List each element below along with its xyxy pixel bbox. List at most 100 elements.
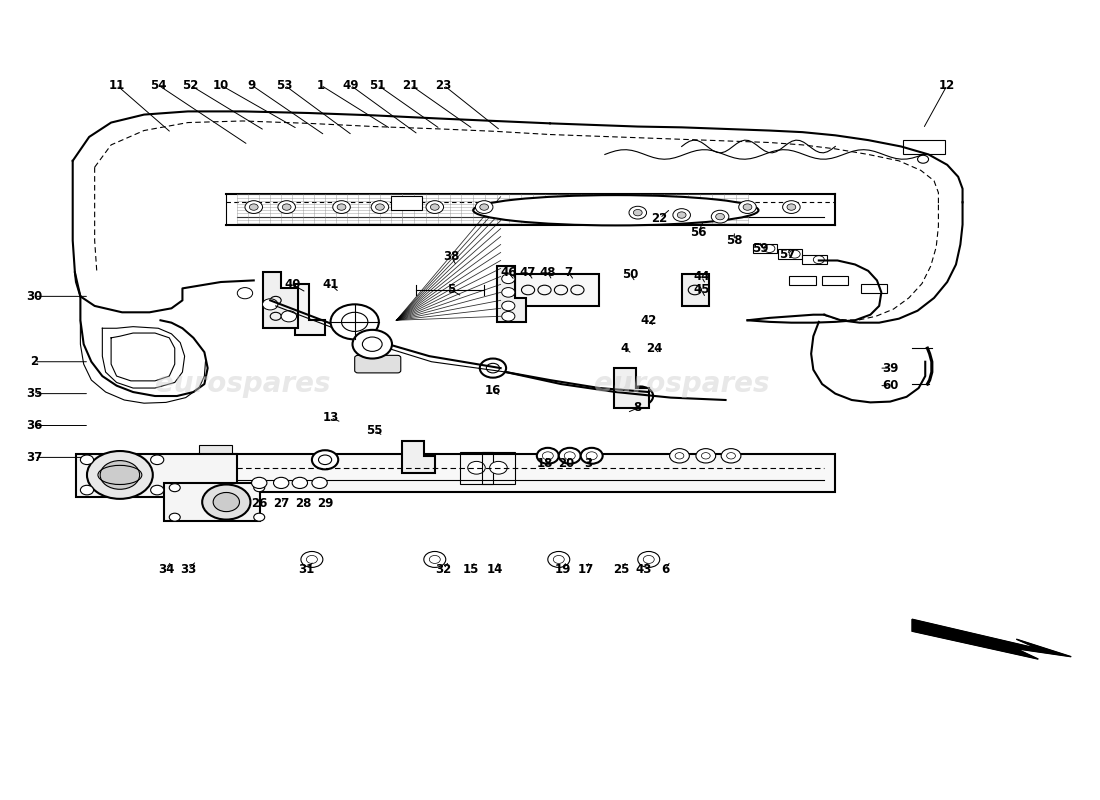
Circle shape <box>312 478 328 489</box>
Text: 34: 34 <box>157 562 174 575</box>
Circle shape <box>490 462 507 474</box>
Circle shape <box>629 206 647 219</box>
Circle shape <box>744 204 752 210</box>
Circle shape <box>87 451 153 499</box>
Circle shape <box>238 287 253 298</box>
Text: 50: 50 <box>621 267 638 281</box>
Circle shape <box>331 304 378 339</box>
Circle shape <box>371 201 388 214</box>
Circle shape <box>559 448 581 464</box>
Circle shape <box>722 449 741 463</box>
Text: 51: 51 <box>370 78 386 91</box>
FancyBboxPatch shape <box>354 355 400 373</box>
Text: 46: 46 <box>500 266 517 279</box>
Circle shape <box>502 274 515 284</box>
Circle shape <box>169 514 180 521</box>
Text: 23: 23 <box>436 78 452 91</box>
Circle shape <box>627 386 653 406</box>
Circle shape <box>502 287 515 297</box>
Circle shape <box>254 484 265 492</box>
Text: 12: 12 <box>939 78 955 91</box>
Circle shape <box>252 478 267 489</box>
Circle shape <box>480 358 506 378</box>
Circle shape <box>202 485 251 519</box>
Text: 9: 9 <box>248 78 255 91</box>
Bar <box>199 445 232 502</box>
Polygon shape <box>497 266 526 322</box>
Circle shape <box>375 204 384 210</box>
Text: 20: 20 <box>559 458 574 470</box>
Text: 1: 1 <box>317 78 324 91</box>
Text: 41: 41 <box>322 278 339 291</box>
Circle shape <box>263 298 278 310</box>
Circle shape <box>634 210 642 216</box>
Text: 24: 24 <box>646 342 662 354</box>
Text: 55: 55 <box>366 424 383 437</box>
Circle shape <box>786 204 795 210</box>
Circle shape <box>670 449 690 463</box>
Text: 43: 43 <box>635 562 651 575</box>
Ellipse shape <box>473 195 759 226</box>
Circle shape <box>245 201 263 214</box>
Bar <box>860 284 887 293</box>
Text: 4: 4 <box>620 342 629 354</box>
Text: 31: 31 <box>298 562 315 575</box>
Text: 53: 53 <box>276 78 293 91</box>
Circle shape <box>337 204 345 210</box>
Bar <box>903 140 945 154</box>
Text: 21: 21 <box>403 78 419 91</box>
Circle shape <box>293 478 308 489</box>
Bar <box>76 454 238 498</box>
Text: 27: 27 <box>273 497 289 510</box>
Text: 11: 11 <box>109 78 124 91</box>
Circle shape <box>151 486 164 495</box>
Text: 56: 56 <box>690 226 706 239</box>
Bar <box>682 274 710 306</box>
Text: 40: 40 <box>284 278 300 291</box>
Text: 48: 48 <box>540 266 557 279</box>
Circle shape <box>426 201 443 214</box>
Bar <box>754 244 777 254</box>
Text: 15: 15 <box>463 562 480 575</box>
Circle shape <box>739 201 757 214</box>
Bar <box>778 250 802 259</box>
Circle shape <box>502 311 515 321</box>
Text: 60: 60 <box>882 379 899 392</box>
Circle shape <box>213 493 240 512</box>
Circle shape <box>254 514 265 521</box>
Text: 6: 6 <box>661 562 669 575</box>
Circle shape <box>278 201 296 214</box>
Text: 5: 5 <box>447 283 455 297</box>
Circle shape <box>151 455 164 465</box>
Circle shape <box>100 461 140 490</box>
Bar <box>802 255 826 265</box>
Text: 10: 10 <box>212 78 229 91</box>
Circle shape <box>537 448 559 464</box>
Text: 59: 59 <box>752 242 769 255</box>
Bar <box>482 452 515 484</box>
Circle shape <box>475 201 493 214</box>
Text: 8: 8 <box>634 402 642 414</box>
Bar <box>390 196 421 210</box>
Text: 45: 45 <box>693 283 710 297</box>
Text: 37: 37 <box>26 451 43 464</box>
Circle shape <box>548 551 570 567</box>
Text: 57: 57 <box>779 249 795 262</box>
Text: 17: 17 <box>579 562 594 575</box>
Circle shape <box>424 551 446 567</box>
Circle shape <box>712 210 729 223</box>
Bar <box>789 276 815 286</box>
Text: 33: 33 <box>179 562 196 575</box>
Text: 26: 26 <box>251 497 267 510</box>
Circle shape <box>80 455 94 465</box>
Text: 30: 30 <box>26 290 43 303</box>
Circle shape <box>283 204 292 210</box>
Text: 38: 38 <box>443 250 460 263</box>
Circle shape <box>581 448 603 464</box>
Circle shape <box>696 449 716 463</box>
Circle shape <box>673 209 691 222</box>
Text: 32: 32 <box>436 562 452 575</box>
Text: 3: 3 <box>584 458 593 470</box>
Text: 16: 16 <box>485 384 502 397</box>
Circle shape <box>468 462 485 474</box>
